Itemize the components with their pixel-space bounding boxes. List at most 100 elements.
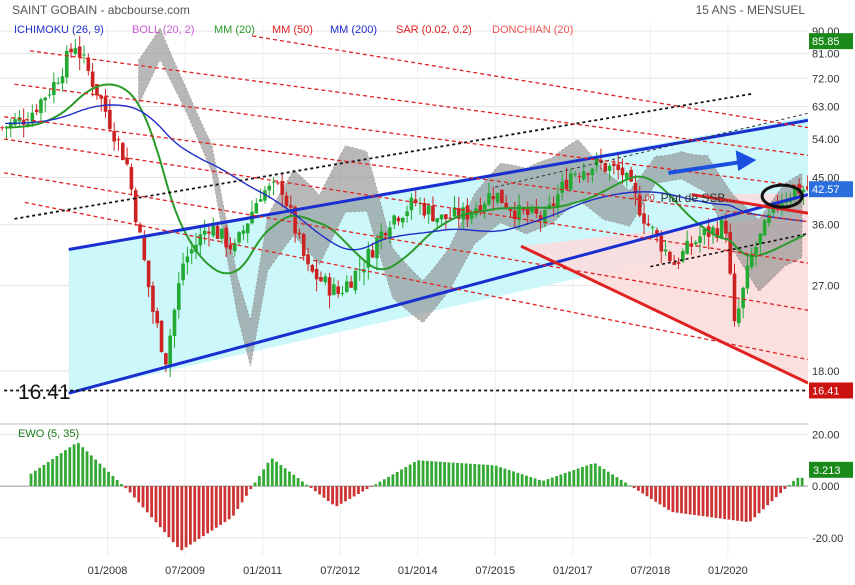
- candle-up: [379, 231, 384, 241]
- candle-down: [564, 179, 569, 190]
- y-tick-label: 18.00: [812, 366, 840, 378]
- ewo-bar-negative: [352, 486, 356, 497]
- candle-down: [513, 210, 517, 219]
- ewo-bar-positive: [111, 475, 115, 487]
- candle-up: [344, 281, 349, 293]
- ewo-bar-negative: [128, 486, 132, 493]
- candle-down: [508, 208, 513, 212]
- candle-up: [405, 211, 409, 216]
- ewo-bar-positive: [568, 471, 571, 487]
- x-tick-label: 07/2009: [165, 565, 205, 577]
- ewo-bar-positive: [581, 466, 584, 487]
- candle-down: [370, 250, 375, 258]
- ewo-bar-positive: [374, 484, 378, 487]
- candle-up: [47, 94, 52, 96]
- candle-up: [176, 283, 181, 310]
- ewo-bar-positive: [559, 474, 563, 487]
- red-dashed-trend: [4, 172, 808, 311]
- ewo-bar-positive: [430, 461, 434, 487]
- ewo-bar-positive: [525, 475, 528, 487]
- ewo-bar-negative: [740, 486, 744, 522]
- ewo-bar-positive: [107, 471, 110, 487]
- x-tick-label: 01/2008: [88, 565, 128, 577]
- candle-up: [737, 308, 741, 324]
- ewo-bar-negative: [632, 486, 636, 489]
- candle-up: [607, 165, 612, 171]
- ewo-bar-positive: [787, 484, 791, 487]
- ewo-bar-negative: [309, 486, 313, 488]
- ewo-bar-positive: [628, 485, 632, 487]
- ewo-bar-positive: [257, 475, 261, 487]
- candle-up: [353, 270, 358, 291]
- black-dotted-short: [650, 232, 808, 268]
- y-tick-label: 81.00: [812, 48, 840, 60]
- ewo-bar-negative: [145, 486, 149, 513]
- ewo-bar-positive: [443, 462, 446, 487]
- ewo-bar-positive: [572, 470, 576, 487]
- ewo-bar-negative: [223, 486, 227, 523]
- ewo-bar-negative: [184, 486, 188, 548]
- ewo-bar-positive: [486, 464, 490, 487]
- candle-up: [258, 199, 263, 202]
- candle-down: [99, 95, 104, 99]
- candle-up: [719, 219, 724, 238]
- top-price-tag-text: 85.85: [812, 36, 840, 48]
- ewo-bar-positive: [94, 459, 98, 487]
- ewo-bar-positive: [593, 463, 597, 487]
- ewo-bar-negative: [137, 486, 141, 503]
- candle-up: [495, 192, 500, 203]
- ewo-bar-positive: [520, 474, 524, 487]
- candle-down: [125, 157, 129, 165]
- candle-down: [655, 230, 659, 235]
- candle-down: [133, 190, 138, 223]
- ewo-bar-positive: [537, 479, 541, 487]
- candle-down: [642, 213, 646, 224]
- candle-down: [668, 251, 672, 261]
- candle-up: [681, 251, 685, 262]
- ewo-bar-positive: [425, 460, 429, 487]
- ewo-bar-negative: [201, 486, 205, 537]
- ewo-bar-negative: [348, 486, 352, 499]
- candle-down: [280, 180, 284, 195]
- ewo-bar-positive: [456, 462, 459, 487]
- candle-down: [732, 273, 737, 322]
- legend-item: BOLL (20, 2): [132, 24, 195, 36]
- red-channel-upper: [691, 193, 808, 215]
- ewo-bar-negative: [723, 486, 726, 520]
- legend-item: DONCHIAN (20): [492, 24, 573, 36]
- red-dashed-trend: [4, 116, 808, 223]
- mm20-line: [5, 83, 805, 275]
- ewo-bar-negative: [361, 486, 365, 492]
- ewo-bar-positive: [72, 444, 76, 487]
- candle-down: [491, 196, 496, 200]
- candle-up: [400, 217, 405, 223]
- candle-down: [612, 163, 616, 166]
- candle-up: [685, 240, 689, 254]
- ewo-bar-negative: [701, 486, 705, 517]
- candle-up: [323, 276, 328, 283]
- legend-item: MM (20): [214, 24, 255, 36]
- ewo-bar-positive: [408, 464, 412, 487]
- ewo-bar-positive: [42, 464, 46, 487]
- ewo-bar-positive: [395, 471, 399, 487]
- ewo-bar-positive: [477, 464, 481, 487]
- candle-down: [422, 203, 427, 216]
- ewo-bar-positive: [464, 463, 468, 487]
- ewo-bar-positive: [98, 463, 102, 487]
- ewo-bar-positive: [120, 484, 123, 487]
- ewo-histogram: [29, 443, 804, 551]
- annotation-value: 40.00: [632, 192, 655, 202]
- candle-down: [293, 207, 297, 234]
- candle-up: [793, 186, 797, 200]
- candle-up: [82, 54, 86, 56]
- ewo-bar-positive: [460, 463, 464, 487]
- ewo-bar-positive: [792, 480, 795, 487]
- candle-down: [0, 127, 4, 129]
- ewo-bar-negative: [774, 486, 778, 498]
- candle-down: [151, 285, 155, 312]
- y-tick-label: 54.00: [812, 134, 840, 146]
- ewo-panel: 20.00 0.000 -20.00 3.213 EWO (5, 35): [0, 428, 853, 551]
- candle-up: [241, 230, 246, 234]
- x-tick-label: 07/2015: [475, 565, 515, 577]
- candle-down: [448, 217, 452, 219]
